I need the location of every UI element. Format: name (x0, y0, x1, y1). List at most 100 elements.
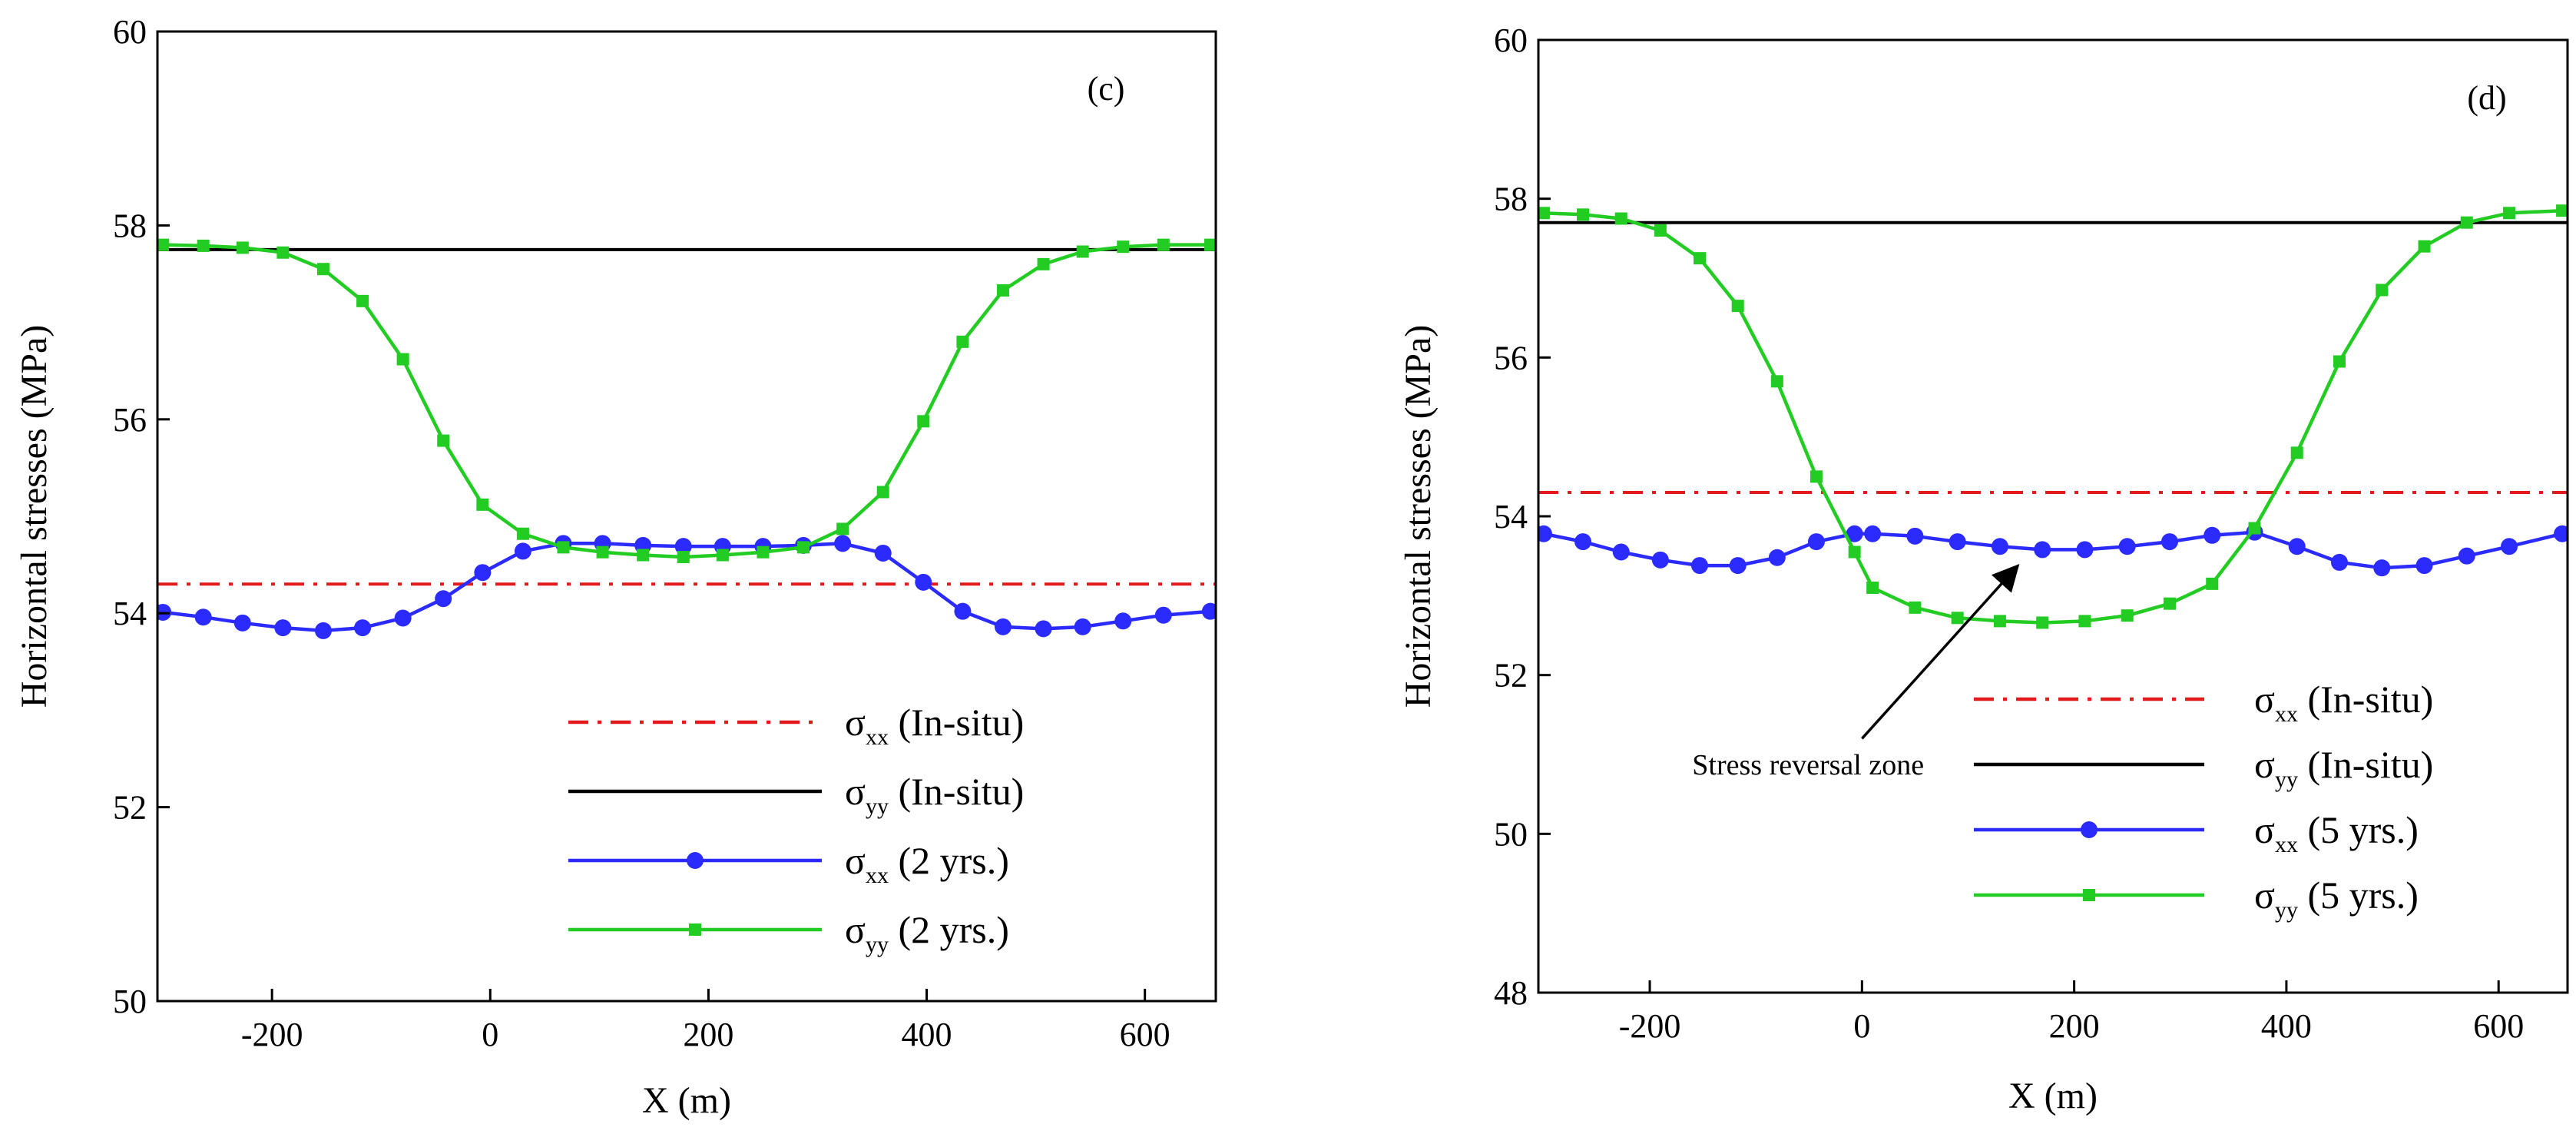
data-point-c-3-11 (596, 545, 609, 559)
panel-label-d: (d) (2467, 79, 2506, 117)
data-point-d-2-3 (1651, 551, 1669, 569)
data-point-d-2-10 (1906, 527, 1924, 545)
data-point-c-2-19 (915, 573, 932, 591)
data-point-c-2-25 (1154, 606, 1172, 624)
x-tick-label-d-2: 200 (2049, 1007, 2100, 1045)
data-point-c-2-26 (1201, 602, 1216, 620)
legend-label-c-1: σyy (In-situ) (845, 770, 1024, 819)
data-point-c-3-1 (197, 239, 210, 252)
data-point-c-3-25 (1157, 238, 1170, 251)
data-point-c-3-3 (276, 246, 290, 259)
data-point-c-2-9 (514, 542, 531, 560)
data-point-d-3-5 (1731, 300, 1744, 313)
y-axis-label-d: Horizontal stresses (MPa) (1398, 325, 1439, 708)
y-tick-label-d-2: 52 (1494, 657, 1528, 695)
y-tick-label-d-1: 50 (1494, 815, 1528, 853)
x-tick-label-c-2: 200 (683, 1016, 733, 1053)
y-tick-label-c-4: 58 (113, 207, 147, 244)
legend-label-c-2: σxx (2 yrs.) (845, 839, 1009, 888)
x-tick-label-d-3: 400 (2261, 1007, 2312, 1045)
legend-entry-c-0: σxx (In-situ) (568, 701, 1024, 750)
legend-marker-c-2 (687, 852, 704, 869)
data-point-c-3-17 (836, 522, 849, 536)
data-point-d-3-16 (2163, 597, 2176, 610)
legend-label-d-1: σyy (In-situ) (2254, 743, 2433, 792)
data-point-d-3-19 (2290, 446, 2303, 459)
data-point-c-3-4 (316, 263, 329, 276)
y-tick-label-d-3: 54 (1494, 498, 1528, 536)
data-point-c-2-20 (954, 602, 972, 620)
data-point-c-3-0 (157, 238, 170, 251)
data-point-d-3-11 (1951, 612, 1964, 625)
legend-c: σxx (In-situ) σyy (In-situ) σxx (2 yrs.) σy… (568, 701, 1024, 957)
data-point-d-2-9 (1864, 525, 1882, 542)
series-d-2 (1538, 523, 2568, 577)
data-point-d-2-8 (1846, 525, 1863, 542)
chart-panel-d: -200 0 200 400 600 48 50 52 54 56 58 60 (d) X (m) H… (1398, 22, 2569, 1116)
data-point-d-2-15 (2118, 538, 2136, 555)
data-point-c-3-19 (917, 415, 930, 428)
data-point-c-3-26 (1204, 238, 1216, 251)
data-point-d-2-13 (2034, 541, 2051, 559)
legend-label-d-0: σxx (In-situ) (2254, 678, 2433, 727)
x-tick-label-d-4: 600 (2473, 1007, 2524, 1045)
data-point-c-3-15 (757, 545, 770, 559)
data-point-d-2-12 (1991, 538, 2008, 555)
x-tick-label-d-1: 0 (1853, 1007, 1870, 1045)
data-point-d-3-20 (2333, 355, 2346, 368)
series-c-3 (157, 238, 1216, 564)
legend-entry-d-2: σxx (5 yrs.) (1974, 808, 2419, 857)
data-point-d-3-8 (1848, 545, 1861, 559)
data-point-c-3-12 (637, 549, 650, 562)
data-point-d-3-15 (2121, 609, 2134, 622)
data-point-d-2-11 (1949, 533, 1966, 551)
data-point-c-3-22 (1037, 257, 1050, 270)
x-axis-label-c: X (m) (642, 1080, 731, 1121)
legend-entry-c-3: σyy (2 yrs.) (568, 908, 1009, 957)
data-point-d-2-23 (2458, 547, 2475, 565)
legend-label-c-3: σyy (2 yrs.) (845, 908, 1009, 957)
series-line-d-3 (1543, 208, 2563, 625)
data-point-d-2-2 (1612, 543, 1630, 561)
data-point-d-3-0 (1538, 207, 1550, 220)
y-tick-label-d-5: 58 (1494, 181, 1528, 218)
data-point-c-2-2 (233, 614, 251, 632)
y-tick-label-d-6: 60 (1494, 22, 1528, 59)
data-point-d-3-21 (2376, 284, 2389, 297)
data-point-d-3-1 (1577, 208, 1590, 221)
data-point-c-2-17 (834, 535, 852, 552)
panel-label-c: (c) (1088, 70, 1125, 108)
data-point-d-2-19 (2288, 538, 2306, 555)
legend-marker-d-2 (2081, 821, 2098, 838)
legend-entry-c-2: σxx (2 yrs.) (568, 839, 1009, 888)
data-point-d-3-7 (1809, 470, 1823, 483)
data-point-d-2-6 (1768, 549, 1786, 566)
legend-entry-d-3: σyy (5 yrs.) (1974, 874, 2419, 923)
data-point-c-3-7 (437, 434, 450, 447)
data-point-d-3-6 (1770, 375, 1783, 388)
data-point-c-2-18 (874, 544, 892, 562)
data-point-d-2-24 (2501, 538, 2518, 555)
data-point-d-3-9 (1866, 582, 1879, 594)
data-point-d-3-17 (2206, 577, 2219, 590)
y-tick-label-d-0: 48 (1494, 974, 1528, 1012)
data-point-d-2-1 (1574, 533, 1592, 551)
legend-entry-d-1: σyy (In-situ) (1974, 743, 2433, 792)
data-point-d-2-17 (2204, 526, 2221, 544)
chart-panel-c: -200 0 200 400 600 50 52 54 56 58 60 (c) X (m) Hor… (14, 13, 1217, 1121)
data-point-d-3-12 (1993, 615, 2006, 628)
data-point-d-2-7 (1807, 533, 1825, 551)
data-point-c-2-8 (474, 564, 492, 582)
x-tick-label-d-0: -200 (1619, 1007, 1681, 1045)
annotation-text: Stress reversal zone (1692, 749, 1924, 781)
data-point-c-3-21 (996, 284, 1009, 297)
annotation-arrow (1861, 563, 2020, 740)
data-point-c-2-21 (994, 618, 1012, 635)
data-point-c-2-5 (354, 619, 372, 637)
data-point-c-3-9 (516, 527, 529, 540)
data-point-d-2-14 (2076, 541, 2094, 559)
legend-marker-d-3 (2083, 889, 2095, 901)
series-layer-d (1538, 204, 2568, 629)
x-tick-label-c-0: -200 (241, 1016, 303, 1053)
series-d-3 (1538, 204, 2568, 629)
